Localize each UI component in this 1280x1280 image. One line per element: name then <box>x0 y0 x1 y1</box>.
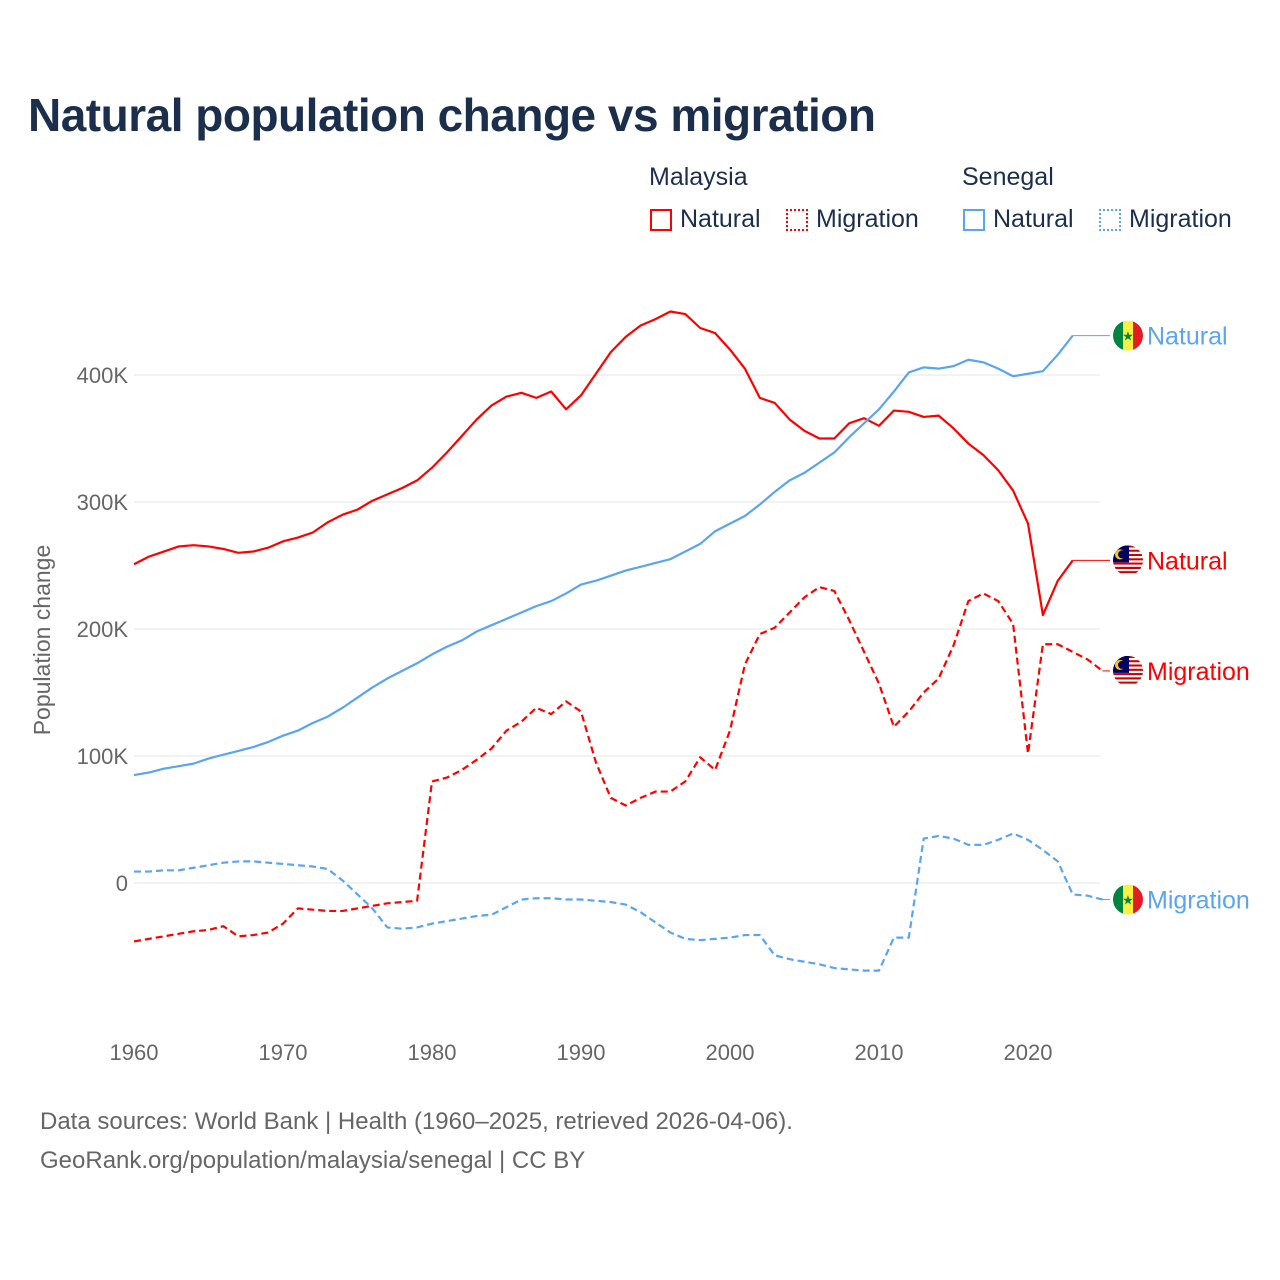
flag-crescent-cut <box>1118 550 1126 559</box>
legend-label: Natural <box>680 205 761 233</box>
x-tick-label: 2010 <box>855 1040 904 1065</box>
footer-sources: Data sources: World Bank | Health (1960–… <box>40 1108 793 1135</box>
flag-body <box>1113 545 1143 576</box>
legend-malaysia-migration[interactable]: Migration <box>786 205 919 234</box>
flag-stripe <box>1113 884 1123 915</box>
senegal-flag-icon: ★ <box>1113 320 1143 351</box>
chart-title: Natural population change vs migration <box>28 89 876 141</box>
solid-swatch-icon <box>650 208 672 231</box>
flag-stripe <box>1123 320 1133 351</box>
solid-swatch-icon <box>963 208 985 231</box>
y-tick-label: 300K <box>77 490 129 515</box>
flag-stripe <box>1113 562 1143 565</box>
flag-stripe <box>1113 573 1143 576</box>
malaysia-flag-icon <box>1113 655 1143 686</box>
legend-label: Migration <box>1129 205 1232 233</box>
legend-label: Natural <box>993 205 1074 233</box>
flag-stripe <box>1113 681 1143 684</box>
dotted-swatch-icon <box>1099 208 1121 231</box>
legend-senegal-migration[interactable]: Migration <box>1099 205 1232 234</box>
y-axis-label: Population change <box>29 545 55 736</box>
x-tick-label: 1970 <box>259 1040 308 1065</box>
y-tick-label: 0 <box>116 871 128 896</box>
x-tick-label: 1980 <box>408 1040 457 1065</box>
x-tick-label: 2000 <box>706 1040 755 1065</box>
senegal-flag-icon: ★ <box>1113 884 1143 915</box>
flag-body: ★ <box>1113 884 1143 915</box>
malaysia-flag-icon <box>1113 545 1143 576</box>
flag-stripe <box>1113 568 1143 572</box>
series-line-malaysia-migration <box>133 585 1104 943</box>
legend-group-malaysia: Malaysia <box>649 163 748 191</box>
x-tick-label: 1960 <box>110 1040 159 1065</box>
end-label: Natural <box>1147 323 1228 351</box>
series-line-senegal-natural <box>133 334 1074 777</box>
flag-star: ★ <box>1122 893 1134 908</box>
legend-malaysia-natural[interactable]: Natural <box>650 205 761 234</box>
flag-body: ★ <box>1113 320 1143 351</box>
flag-stripe <box>1113 673 1143 676</box>
flag-stripe <box>1113 675 1143 678</box>
flag-stripe <box>1113 564 1143 567</box>
y-tick-label: 100K <box>77 744 129 769</box>
flag-stripe <box>1113 566 1143 569</box>
y-tick-label: 200K <box>77 617 129 642</box>
flag-body <box>1113 655 1143 686</box>
flag-stripe <box>1113 679 1143 682</box>
flag-crescent-cut <box>1118 660 1126 669</box>
x-tick-label: 2020 <box>1004 1040 1053 1065</box>
legend-group-senegal: Senegal <box>962 163 1054 191</box>
flag-stripe <box>1113 683 1143 686</box>
footer-attribution: GeoRank.org/population/malaysia/senegal … <box>40 1147 586 1174</box>
end-label: Migration <box>1147 887 1250 915</box>
x-tick-label: 1990 <box>557 1040 606 1065</box>
series-line-malaysia-natural <box>133 310 1074 617</box>
y-tick-label: 400K <box>77 363 129 388</box>
legend-label: Migration <box>816 205 919 233</box>
dotted-swatch-icon <box>786 208 808 231</box>
flag-stripe <box>1133 884 1143 915</box>
end-label: Natural <box>1147 547 1228 575</box>
flag-stripe <box>1113 320 1123 351</box>
series-line-senegal-migration <box>134 832 1103 972</box>
end-label: Migration <box>1147 658 1250 686</box>
flag-star: ★ <box>1122 329 1134 344</box>
flag-stripe <box>1113 677 1143 680</box>
legend-senegal-natural[interactable]: Natural <box>963 205 1074 234</box>
flag-stripe <box>1123 884 1133 915</box>
flag-stripe <box>1133 320 1143 351</box>
flag-stripe <box>1113 571 1143 574</box>
